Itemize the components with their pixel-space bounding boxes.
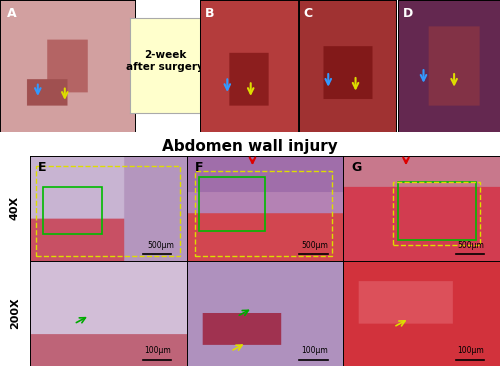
Bar <box>394 182 480 245</box>
Text: 500μm: 500μm <box>301 241 328 250</box>
Text: 100μm: 100μm <box>458 347 484 355</box>
Bar <box>398 182 476 240</box>
Bar <box>194 171 332 255</box>
Bar <box>36 166 180 255</box>
Text: Abdomen wall injury: Abdomen wall injury <box>162 139 338 153</box>
Text: 500μm: 500μm <box>458 241 484 250</box>
Text: 40X: 40X <box>10 196 20 220</box>
Bar <box>199 177 265 231</box>
Text: 100μm: 100μm <box>144 347 171 355</box>
Text: F: F <box>194 161 203 174</box>
Text: 200X: 200X <box>10 298 20 329</box>
Text: A: A <box>7 7 16 20</box>
Text: 2-week
after surgery: 2-week after surgery <box>126 50 204 72</box>
Text: 100μm: 100μm <box>301 347 328 355</box>
Text: G: G <box>351 161 362 174</box>
Text: D: D <box>403 7 413 20</box>
Text: B: B <box>205 7 214 20</box>
Text: E: E <box>38 161 46 174</box>
Text: 500μm: 500μm <box>148 241 174 250</box>
Bar <box>42 187 102 235</box>
Text: C: C <box>304 7 313 20</box>
